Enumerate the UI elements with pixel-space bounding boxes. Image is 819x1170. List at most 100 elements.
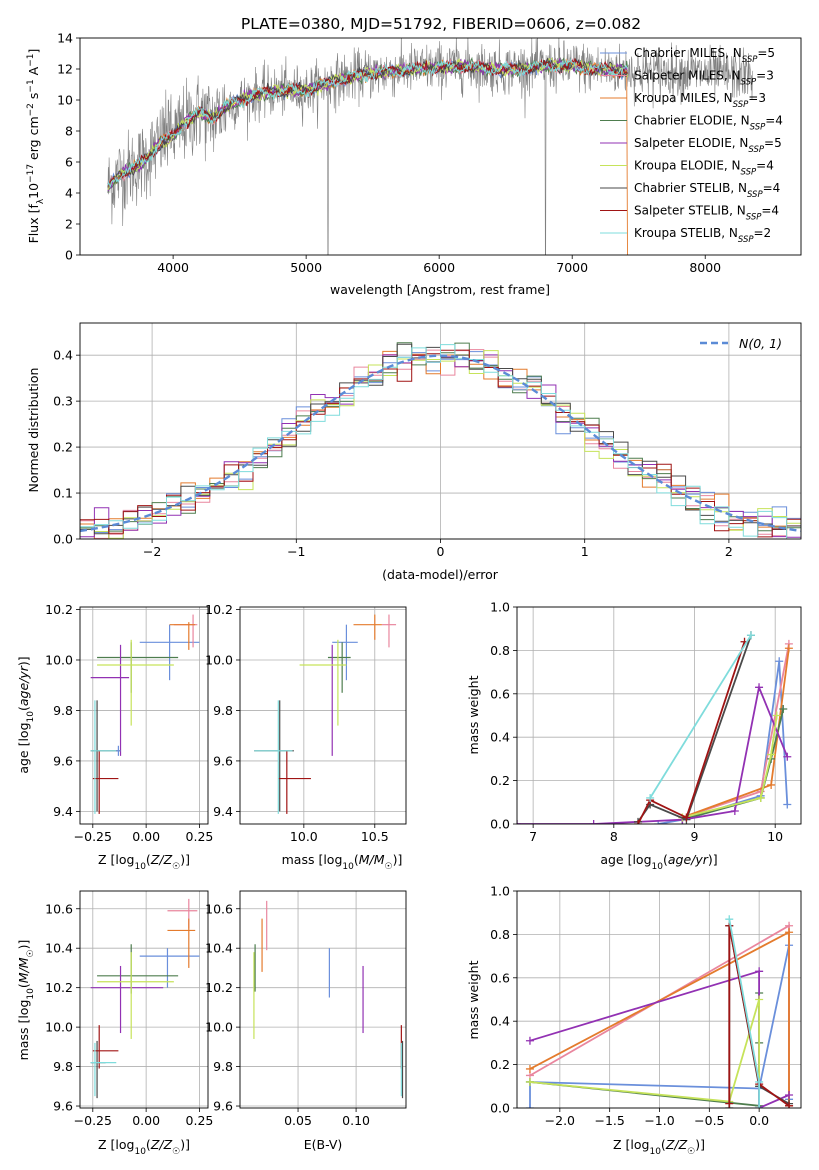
label-part: M/M bbox=[359, 852, 385, 867]
label-part: )] bbox=[393, 852, 403, 867]
label-part: age [log bbox=[16, 722, 31, 773]
legend-label-main: Chabrier STELIB, N bbox=[634, 181, 747, 195]
label-part: 10 bbox=[26, 711, 36, 723]
weight-line-kroupa-elodie bbox=[529, 999, 760, 1103]
x-tick-label: −1 bbox=[287, 544, 305, 559]
normal-distribution-curve bbox=[80, 354, 801, 533]
legend-label: Salpeter ELODIE, NSSP=5 bbox=[634, 136, 782, 155]
label-part: erg cm bbox=[26, 116, 41, 164]
y-tick-label: 0.2 bbox=[490, 773, 510, 788]
y-tick-label: 0.2 bbox=[53, 440, 73, 455]
x-tick-label: 0.25 bbox=[186, 1113, 214, 1128]
label-part: age/yr bbox=[668, 852, 709, 867]
axes-frame bbox=[79, 37, 802, 256]
label-part: ( bbox=[146, 852, 151, 867]
label-part: ( bbox=[354, 852, 359, 867]
age-z-x-axis-label: Z [log10(Z/Z☉)] bbox=[98, 852, 190, 872]
weight-marker-salpeter-elodie bbox=[755, 967, 764, 976]
y-tick-label: 4 bbox=[65, 186, 73, 201]
legend-label-sub: SSP bbox=[741, 78, 757, 88]
y-tick-label: 0.4 bbox=[490, 1014, 510, 1029]
y-tick-label: 10.4 bbox=[45, 941, 73, 956]
y-tick-label: 10.0 bbox=[205, 652, 233, 667]
x-tick-label: 10 bbox=[767, 829, 783, 844]
plot-area bbox=[107, 38, 754, 255]
legend-label-main: Chabrier MILES, N bbox=[634, 46, 742, 60]
legend-label-main: Kroupa MILES, N bbox=[634, 91, 733, 105]
y-tick-label: 10.2 bbox=[45, 602, 73, 617]
weight-z-x-axis-label: Z [log10(Z/Z☉)] bbox=[613, 1137, 705, 1157]
y-tick-label: 9.6 bbox=[53, 1099, 73, 1114]
y-tick-label: 0.8 bbox=[490, 643, 510, 658]
x-tick-label: 8 bbox=[610, 829, 618, 844]
spectrum-x-axis-label: wavelength [Angstrom, rest frame] bbox=[330, 282, 550, 297]
axes-frame bbox=[516, 890, 802, 1109]
legend-label: Chabrier ELODIE, NSSP=4 bbox=[634, 114, 783, 133]
weight-marker-kroupa-stelib bbox=[755, 1104, 764, 1108]
weight-marker-chabrier-miles bbox=[783, 800, 792, 809]
label-part: ( bbox=[146, 1137, 151, 1152]
x-tick-label: 0 bbox=[437, 544, 445, 559]
legend-label-suffix: =5 bbox=[757, 46, 775, 60]
weight-marker-kroupa-miles bbox=[785, 928, 794, 937]
y-tick-label: 10 bbox=[57, 93, 73, 108]
age-vs-mass-panel: 10.0 10.5 9.4 9.6 9.8 10.0 10.2 mass [log10(M/M… bbox=[205, 602, 407, 872]
label-part: age/yr bbox=[16, 665, 31, 706]
legend-label: Chabrier MILES, NSSP=5 bbox=[634, 46, 775, 65]
legend-label-suffix: =3 bbox=[748, 91, 766, 105]
mass-vs-metallicity-panel: −0.25 0.00 0.25 9.6 9.8 10.0 10.2 10.4 10.6 Z [lo… bbox=[16, 890, 214, 1157]
y-tick-label: 9.8 bbox=[213, 1059, 233, 1074]
x-tick-label: 0.0 bbox=[749, 1113, 769, 1128]
label-part: Z [log bbox=[98, 1137, 134, 1152]
label-part: Z/Z bbox=[150, 1137, 173, 1152]
legend-label-suffix: =4 bbox=[765, 114, 783, 128]
y-tick-label: 10.6 bbox=[205, 901, 233, 916]
x-tick-label: −0.5 bbox=[694, 1113, 724, 1128]
legend-label-suffix: =5 bbox=[764, 136, 782, 150]
label-part: Flux [f bbox=[26, 204, 41, 244]
label-part: Z/Z bbox=[150, 852, 173, 867]
y-tick-label: 14 bbox=[57, 31, 73, 46]
label-part: )] bbox=[16, 940, 31, 950]
legend-label-main: Salpeter STELIB, N bbox=[634, 204, 746, 218]
label-part: mass [log bbox=[16, 1000, 31, 1061]
x-tick-label: −1.0 bbox=[644, 1113, 674, 1128]
legend-label-suffix: =3 bbox=[756, 69, 774, 83]
y-tick-label: 1.0 bbox=[490, 884, 510, 899]
label-part: Z [log bbox=[613, 1137, 649, 1152]
label-part: −2 bbox=[26, 103, 36, 116]
y-tick-label: 1.0 bbox=[490, 600, 510, 615]
label-part: ( bbox=[16, 706, 31, 711]
weight-marker-chabrier-elodie bbox=[779, 704, 788, 713]
axes-frame bbox=[239, 606, 407, 825]
weight-marker-kroupa-elodie bbox=[755, 995, 764, 1004]
weight-marker-salpeter-elodie bbox=[785, 1090, 794, 1099]
mass-z-y-axis-label: mass [log10(M/M☉)] bbox=[16, 940, 36, 1061]
weight-marker-salpeter-elodie bbox=[525, 1036, 534, 1045]
weight-z-y-axis-label: mass weight bbox=[466, 960, 481, 1039]
weight-marker-kroupa-elodie bbox=[767, 750, 776, 759]
y-tick-label: 10.0 bbox=[205, 1020, 233, 1035]
y-tick-label: 9.6 bbox=[213, 753, 233, 768]
plot-area bbox=[80, 342, 801, 539]
weight-marker-chabrier-miles bbox=[775, 657, 784, 666]
y-tick-label: 0.8 bbox=[490, 927, 510, 942]
label-part: A bbox=[26, 66, 41, 79]
axes-frame bbox=[79, 890, 209, 1109]
label-part: −17 bbox=[26, 164, 36, 183]
legend-label-suffix: =4 bbox=[761, 204, 779, 218]
mass-vs-extinction-panel: 0.05 0.10 9.6 9.8 10.0 10.2 10.4 10.6 E(B-V) bbox=[205, 890, 407, 1152]
label-part: 10 bbox=[342, 862, 354, 872]
legend-label-sub: SSP bbox=[750, 123, 766, 133]
weight-marker-kroupa-stelib bbox=[755, 1077, 764, 1086]
label-part: ( bbox=[661, 1137, 666, 1152]
label-part: age [log bbox=[600, 852, 651, 867]
x-tick-label: 2 bbox=[725, 544, 733, 559]
label-part: 10 bbox=[134, 862, 146, 872]
weight-marker-kroupa-miles bbox=[784, 644, 793, 653]
y-tick-label: 12 bbox=[57, 62, 73, 77]
label-part: Z [log bbox=[98, 852, 134, 867]
y-tick-label: 10.4 bbox=[205, 941, 233, 956]
y-tick-label: 0 bbox=[65, 248, 73, 263]
legend-label-sub: SSP bbox=[733, 100, 749, 110]
